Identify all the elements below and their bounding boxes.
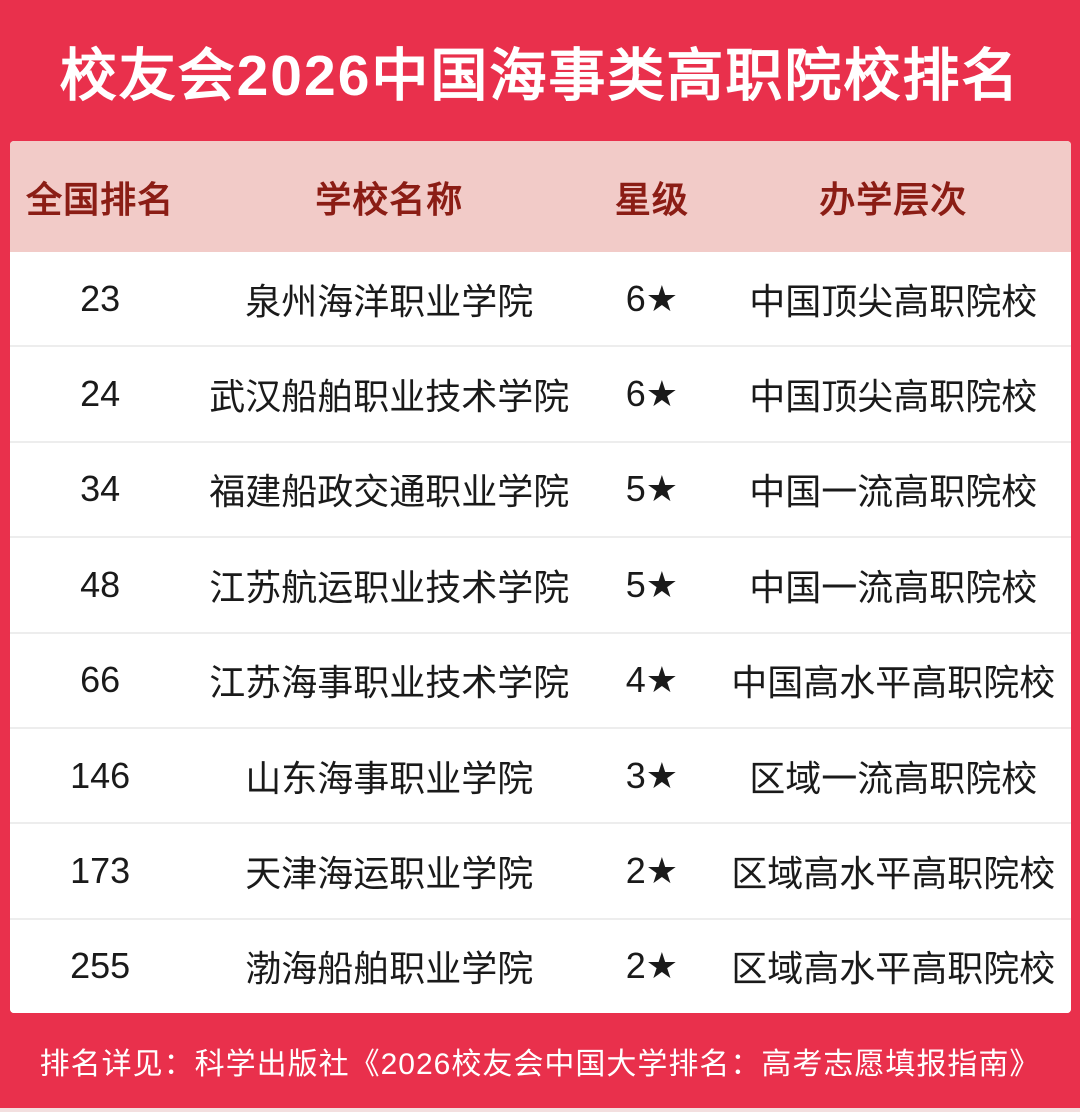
rank-cell: 146 [70, 754, 131, 796]
star-rating-cell: 6★ [625, 277, 679, 319]
star-rating-cell: 3★ [625, 754, 679, 796]
star-rating-cell: 5★ [625, 468, 679, 510]
education-level-cell: 中国顶尖高职院校 [749, 280, 1038, 322]
header-school-name: 学校名称 [315, 178, 464, 220]
table-row: 66 江苏海事职业技术学院 4★ 中国高水平高职院校 [10, 631, 1071, 727]
school-name-cell: 天津海运职业学院 [245, 852, 534, 894]
rank-cell: 255 [70, 945, 131, 987]
school-name-cell: 渤海船舶职业学院 [245, 948, 534, 990]
table-header-row: 全国排名 学校名称 星级 办学层次 [10, 141, 1071, 252]
page-title: 校友会2026中国海事类高职院校排名 [59, 43, 1021, 108]
education-level-cell: 中国一流高职院校 [749, 566, 1038, 608]
table-body: 23 泉州海洋职业学院 6★ 中国顶尖高职院校 24 武汉船舶职业技术学院 6★… [10, 252, 1071, 1013]
star-rating-cell: 4★ [625, 659, 679, 701]
education-level-cell: 中国高水平高职院校 [731, 662, 1056, 704]
ranking-table-card: 全国排名 学校名称 星级 办学层次 23 泉州海洋职业学院 6★ 中国顶尖高职院… [10, 141, 1071, 1013]
footer-band: 排名详见：科学出版社《2026校友会中国大学排名：高考志愿填报指南》 [0, 1013, 1080, 1108]
school-name-cell: 山东海事职业学院 [245, 757, 534, 799]
table-row: 146 山东海事职业学院 3★ 区域一流高职院校 [10, 726, 1071, 823]
star-rating-cell: 5★ [625, 563, 679, 605]
table-row: 23 泉州海洋职业学院 6★ 中国顶尖高职院校 [10, 252, 1071, 346]
education-level-cell: 区域高水平高职院校 [731, 948, 1056, 990]
title-band: 校友会2026中国海事类高职院校排名 [0, 0, 1080, 141]
bottom-edge-strip [0, 1108, 1080, 1112]
table-row: 34 福建船政交通职业学院 5★ 中国一流高职院校 [10, 440, 1071, 537]
star-rating-cell: 2★ [625, 945, 679, 987]
header-education-level: 办学层次 [819, 178, 968, 220]
rank-cell: 24 [80, 373, 121, 415]
rank-cell: 48 [80, 563, 121, 605]
school-name-cell: 福建船政交通职业学院 [209, 471, 570, 513]
education-level-cell: 区域一流高职院校 [749, 757, 1038, 799]
rank-cell: 66 [80, 659, 121, 701]
school-name-cell: 江苏海事职业技术学院 [209, 662, 570, 704]
school-name-cell: 江苏航运职业技术学院 [209, 566, 570, 608]
table-row: 255 渤海船舶职业学院 2★ 区域高水平高职院校 [10, 917, 1071, 1013]
star-rating-cell: 2★ [625, 849, 679, 891]
footer-note: 排名详见：科学出版社《2026校友会中国大学排名：高考志愿填报指南》 [39, 1047, 1041, 1081]
rank-cell: 23 [80, 277, 121, 319]
school-name-cell: 武汉船舶职业技术学院 [209, 376, 570, 418]
header-national-rank: 全国排名 [26, 178, 175, 220]
rank-cell: 173 [70, 849, 131, 891]
table-row: 24 武汉船舶职业技术学院 6★ 中国顶尖高职院校 [10, 345, 1071, 441]
table-row: 173 天津海运职业学院 2★ 区域高水平高职院校 [10, 822, 1071, 918]
star-rating-cell: 6★ [625, 373, 679, 415]
education-level-cell: 中国一流高职院校 [749, 471, 1038, 513]
education-level-cell: 中国顶尖高职院校 [749, 376, 1038, 418]
header-star-rating: 星级 [614, 178, 689, 220]
rank-cell: 34 [80, 468, 121, 510]
school-name-cell: 泉州海洋职业学院 [245, 280, 534, 322]
table-row: 48 江苏航运职业技术学院 5★ 中国一流高职院校 [10, 536, 1071, 632]
education-level-cell: 区域高水平高职院校 [731, 852, 1056, 894]
